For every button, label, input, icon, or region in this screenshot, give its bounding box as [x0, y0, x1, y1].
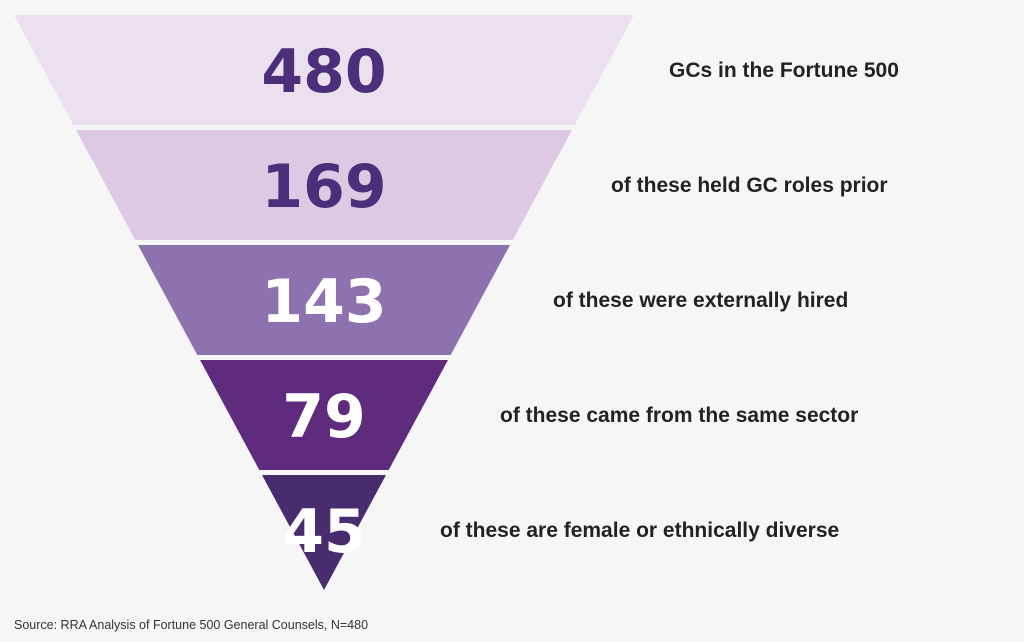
funnel-value: 79 — [282, 382, 366, 452]
source-note: Source: RRA Analysis of Fortune 500 Gene… — [14, 618, 369, 632]
funnel-label: of these were externally hired — [553, 289, 848, 312]
funnel-label: of these held GC roles prior — [611, 174, 888, 197]
funnel-segment — [200, 360, 448, 470]
funnel-segment — [262, 475, 386, 590]
funnel-value: 45 — [282, 497, 366, 567]
funnel-segment — [14, 15, 634, 125]
funnel-segment — [138, 245, 510, 355]
funnel-label: of these are female or ethnically divers… — [440, 519, 839, 542]
funnel-label: GCs in the Fortune 500 — [669, 59, 899, 82]
funnel-value: 480 — [261, 37, 386, 107]
funnel-label: of these came from the same sector — [500, 404, 858, 427]
funnel-value: 143 — [261, 267, 386, 337]
funnel-segment — [76, 130, 572, 240]
funnel-value: 169 — [261, 152, 386, 222]
